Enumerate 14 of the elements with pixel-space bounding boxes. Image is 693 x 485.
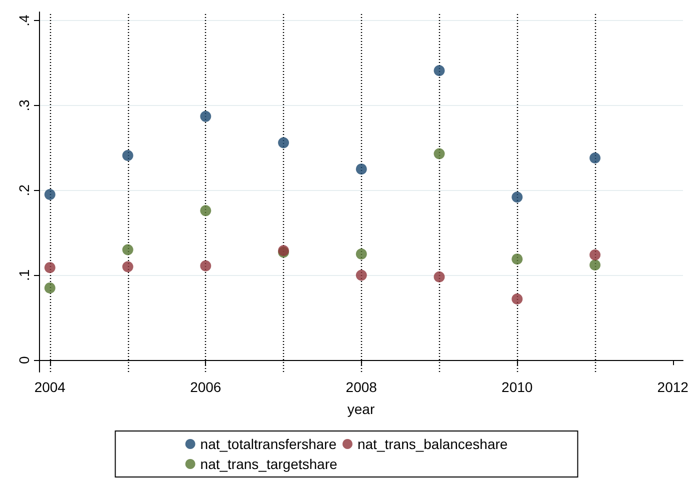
x-axis-title: year	[347, 401, 375, 417]
y-tick-label: .3	[16, 99, 32, 112]
legend-label: nat_trans_targetshare	[200, 456, 338, 472]
y-tick-label: 0	[16, 356, 32, 364]
x-tick-label: 2006	[190, 379, 222, 395]
legend-label: nat_trans_balanceshare	[357, 436, 508, 452]
x-tick-label: 2012	[657, 379, 689, 395]
y-tick-label: .2	[16, 184, 32, 196]
y-tick-label: .1	[16, 269, 32, 282]
x-tick-label: 2010	[502, 379, 533, 395]
x-tick-label: 2008	[346, 379, 378, 395]
y-tick-label: .4	[16, 14, 32, 26]
x-tick-label: 2004	[34, 379, 66, 395]
legend-label: nat_totaltransfershare	[200, 436, 337, 452]
